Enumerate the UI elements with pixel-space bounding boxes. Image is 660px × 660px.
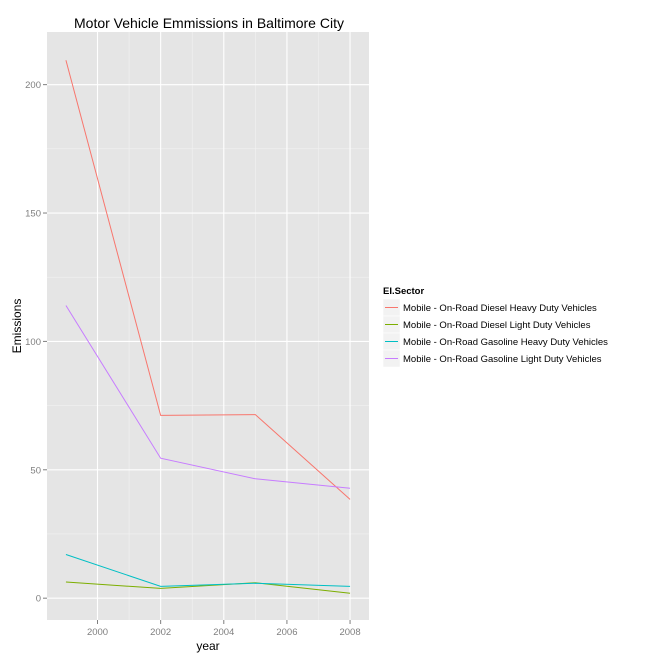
y-tick-label: 50 xyxy=(30,465,41,476)
x-tick-label: 2008 xyxy=(339,627,360,638)
legend-label-1: Mobile - On-Road Diesel Heavy Duty Vehic… xyxy=(403,303,597,314)
series-line-1 xyxy=(65,60,351,500)
series-line-3 xyxy=(65,554,351,587)
y-tick-label: 200 xyxy=(25,80,41,91)
grid-major xyxy=(47,32,369,620)
plot-panel xyxy=(47,32,369,620)
legend-items: Mobile - On-Road Diesel Heavy Duty Vehic… xyxy=(382,298,608,368)
y-tick-label: 0 xyxy=(36,594,41,605)
legend-label-4: Mobile - On-Road Gasoline Light Duty Veh… xyxy=(403,354,602,365)
x-tick-label: 2004 xyxy=(213,627,234,638)
x-tick-label: 2002 xyxy=(150,627,171,638)
legend-label-3: Mobile - On-Road Gasoline Heavy Duty Veh… xyxy=(403,337,608,348)
series-line-2 xyxy=(65,581,351,594)
x-tick-label: 2006 xyxy=(276,627,297,638)
grid-minor xyxy=(47,32,369,620)
chart-title: Motor Vehicle Emmissions in Baltimore Ci… xyxy=(74,15,344,31)
legend-label-2: Mobile - On-Road Diesel Light Duty Vehic… xyxy=(403,320,591,331)
x-axis-title: year xyxy=(196,639,219,653)
x-axis-ticks: 2000 2002 2004 2006 2008 xyxy=(87,620,361,638)
series-line-4 xyxy=(65,305,351,489)
y-tick-label: 100 xyxy=(25,337,41,348)
y-tick-label: 150 xyxy=(25,209,41,220)
series-lines xyxy=(65,60,351,594)
legend-title: EI.Sector xyxy=(383,286,424,297)
y-axis-title: Emissions xyxy=(10,299,24,354)
y-axis-ticks: 0 50 100 150 200 xyxy=(25,80,47,605)
x-tick-label: 2000 xyxy=(87,627,108,638)
legend: EI.Sector Mobile - On-Road Diesel Heavy … xyxy=(382,286,608,368)
